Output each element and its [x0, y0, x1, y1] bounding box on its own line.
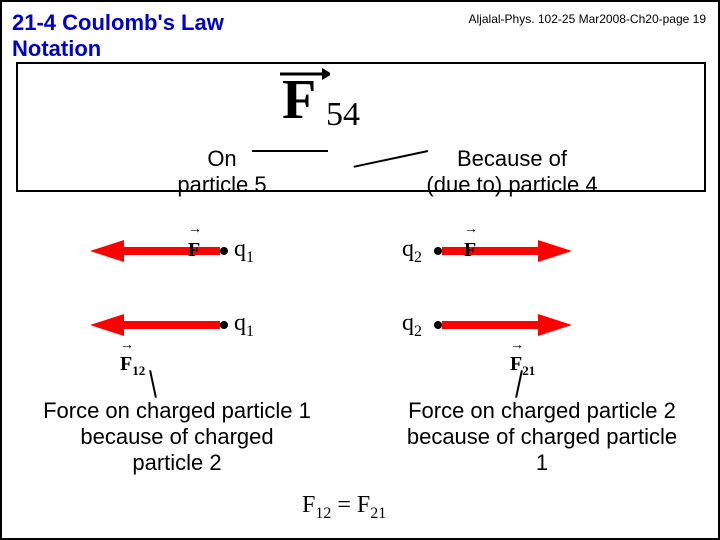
title-line2: Notation — [12, 36, 224, 62]
pointer-line-F12 — [149, 370, 157, 398]
particle-dot-q2 — [434, 247, 442, 255]
on-label-text: Onparticle 5 — [177, 146, 266, 197]
magnitude-equation: F12 = F21 — [302, 492, 386, 523]
q2-label-r2: q2 — [402, 310, 422, 341]
force-diagram-row2: q1 →F12 q2 →F21 — [2, 302, 720, 362]
section-title: 21-4 Coulomb's Law Notation — [12, 10, 224, 62]
because-particle-label: Because of(due to) particle 4 — [382, 146, 642, 198]
particle-dot-q1 — [220, 247, 228, 255]
eq-F12: F — [302, 492, 315, 518]
force-desc-left: Force on charged particle 1 because of c… — [42, 398, 312, 476]
eq-equals: = — [331, 492, 357, 518]
F-label-left: →F — [188, 216, 202, 262]
F-label-right: →F — [464, 216, 478, 262]
force-diagram-row1: →F q1 q2 →F — [2, 228, 720, 278]
particle-dot-q2-r2 — [434, 321, 442, 329]
force-symbol-F: F — [282, 68, 316, 132]
F12-label: →F12 — [120, 330, 145, 379]
page-stamp: Aljalal-Phys. 102-25 Mar2008-Ch20-page 1… — [469, 12, 706, 26]
force-symbol-subscript: 54 — [326, 96, 360, 134]
particle-dot-q1-r2 — [220, 321, 228, 329]
force-arrow-F21-icon — [442, 314, 572, 336]
eq-F21: F — [357, 492, 370, 518]
on-particle-label: Onparticle 5 — [152, 146, 292, 198]
q1-label: q1 — [234, 236, 254, 267]
because-label-text: Because of(due to) particle 4 — [426, 146, 597, 197]
q1-label-r2: q1 — [234, 310, 254, 341]
force-arrow-F12-icon — [90, 314, 220, 336]
force-arrow-right-icon — [442, 240, 572, 262]
q2-label: q2 — [402, 236, 422, 267]
eq-sub12: 12 — [315, 505, 331, 522]
title-line1: 21-4 Coulomb's Law — [12, 10, 224, 36]
eq-sub21: 21 — [370, 505, 386, 522]
force-desc-right: Force on charged particle 2 because of c… — [402, 398, 682, 476]
